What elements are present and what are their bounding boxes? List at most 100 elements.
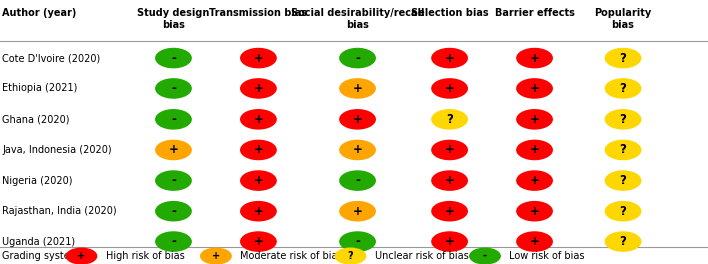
Ellipse shape	[155, 170, 192, 191]
Text: -: -	[355, 51, 360, 65]
Text: -: -	[355, 235, 360, 248]
Text: ?: ?	[620, 113, 627, 126]
Text: Study design
bias: Study design bias	[137, 8, 210, 30]
Ellipse shape	[339, 201, 376, 221]
Ellipse shape	[240, 140, 277, 160]
Ellipse shape	[155, 201, 192, 221]
Text: -: -	[171, 205, 176, 218]
Text: +: +	[445, 51, 455, 65]
Text: -: -	[483, 251, 487, 261]
Ellipse shape	[66, 248, 98, 264]
Ellipse shape	[155, 48, 192, 68]
Text: -: -	[171, 113, 176, 126]
Text: Unclear risk of bias: Unclear risk of bias	[375, 251, 469, 261]
Text: +: +	[530, 51, 539, 65]
Ellipse shape	[605, 140, 641, 160]
Text: +: +	[530, 235, 539, 248]
Text: +: +	[253, 205, 263, 218]
Text: -: -	[171, 82, 176, 95]
Text: -: -	[171, 174, 176, 187]
Ellipse shape	[605, 48, 641, 68]
Ellipse shape	[516, 201, 553, 221]
Text: +: +	[253, 235, 263, 248]
Ellipse shape	[431, 231, 468, 252]
Text: Nigeria (2020): Nigeria (2020)	[2, 176, 73, 186]
Ellipse shape	[516, 231, 553, 252]
Ellipse shape	[339, 170, 376, 191]
Ellipse shape	[469, 248, 501, 264]
Text: +: +	[253, 143, 263, 157]
Text: +: +	[530, 143, 539, 157]
Ellipse shape	[339, 48, 376, 68]
Text: +: +	[253, 82, 263, 95]
Ellipse shape	[155, 109, 192, 130]
Text: High risk of bias: High risk of bias	[106, 251, 185, 261]
Ellipse shape	[200, 248, 232, 264]
Text: +: +	[353, 205, 362, 218]
Text: Popularity
bias: Popularity bias	[595, 8, 651, 30]
Text: Cote D'Ivoire (2020): Cote D'Ivoire (2020)	[2, 53, 101, 63]
Text: +: +	[445, 82, 455, 95]
Text: +: +	[253, 51, 263, 65]
Ellipse shape	[339, 231, 376, 252]
Text: +: +	[530, 174, 539, 187]
Ellipse shape	[155, 140, 192, 160]
Ellipse shape	[605, 170, 641, 191]
Ellipse shape	[339, 140, 376, 160]
Text: ?: ?	[620, 82, 627, 95]
Text: +: +	[253, 113, 263, 126]
Text: ?: ?	[620, 205, 627, 218]
Ellipse shape	[516, 140, 553, 160]
Ellipse shape	[431, 48, 468, 68]
Ellipse shape	[516, 170, 553, 191]
Ellipse shape	[155, 231, 192, 252]
Text: +: +	[169, 143, 178, 157]
Text: Moderate risk of bias: Moderate risk of bias	[241, 251, 343, 261]
Ellipse shape	[240, 231, 277, 252]
Text: +: +	[212, 251, 220, 261]
Text: +: +	[530, 205, 539, 218]
Text: ?: ?	[620, 51, 627, 65]
Text: +: +	[445, 143, 455, 157]
Ellipse shape	[431, 109, 468, 130]
Text: +: +	[530, 113, 539, 126]
Ellipse shape	[605, 231, 641, 252]
Text: Low risk of bias: Low risk of bias	[510, 251, 585, 261]
Ellipse shape	[155, 78, 192, 99]
Ellipse shape	[516, 109, 553, 130]
Ellipse shape	[605, 109, 641, 130]
Text: -: -	[171, 235, 176, 248]
Ellipse shape	[431, 170, 468, 191]
Text: Barrier effects: Barrier effects	[495, 8, 574, 18]
Ellipse shape	[516, 48, 553, 68]
Ellipse shape	[240, 109, 277, 130]
Text: Ethiopia (2021): Ethiopia (2021)	[2, 83, 77, 93]
Ellipse shape	[431, 140, 468, 160]
Text: Author (year): Author (year)	[2, 8, 76, 18]
Ellipse shape	[516, 78, 553, 99]
Ellipse shape	[431, 78, 468, 99]
Ellipse shape	[334, 248, 367, 264]
Text: Ghana (2020): Ghana (2020)	[2, 114, 69, 124]
Text: Grading system:: Grading system:	[2, 251, 83, 261]
Text: +: +	[253, 174, 263, 187]
Text: Transmission bias: Transmission bias	[210, 8, 307, 18]
Text: ?: ?	[620, 143, 627, 157]
Text: +: +	[445, 205, 455, 218]
Text: ?: ?	[348, 251, 353, 261]
Ellipse shape	[240, 170, 277, 191]
Ellipse shape	[605, 78, 641, 99]
Text: +: +	[353, 113, 362, 126]
Text: Selection bias: Selection bias	[411, 8, 489, 18]
Text: ?: ?	[620, 174, 627, 187]
Text: Java, Indonesia (2020): Java, Indonesia (2020)	[2, 145, 112, 155]
Text: ?: ?	[620, 235, 627, 248]
Text: Uganda (2021): Uganda (2021)	[2, 237, 75, 247]
Text: +: +	[77, 251, 86, 261]
Ellipse shape	[240, 201, 277, 221]
Ellipse shape	[431, 201, 468, 221]
Text: ?: ?	[446, 113, 453, 126]
Ellipse shape	[240, 78, 277, 99]
Text: +: +	[530, 82, 539, 95]
Text: +: +	[353, 143, 362, 157]
